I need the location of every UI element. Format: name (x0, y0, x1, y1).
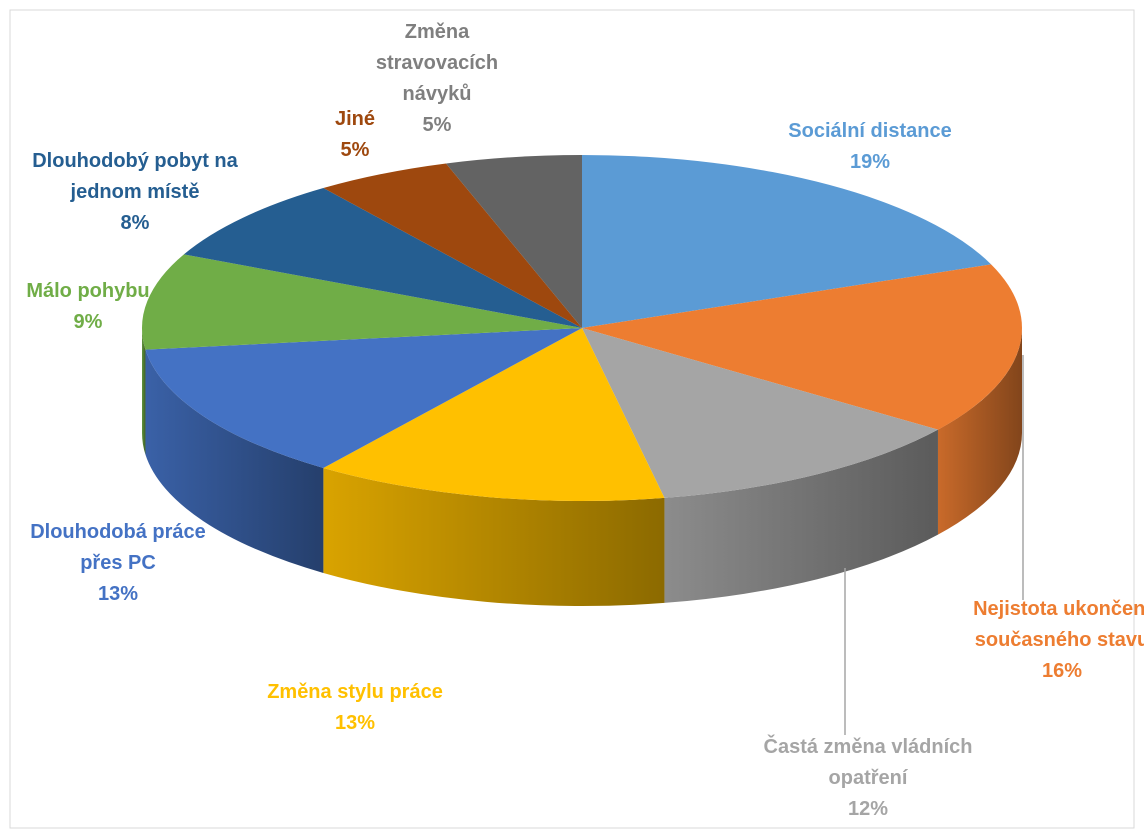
data-label: Častá změna vládních opatření 12% (763, 732, 973, 825)
data-label: Dlouhodobý pobyt na jednom místě 8% (18, 146, 253, 239)
slice (323, 328, 665, 501)
label-category: Nejistota ukončení současného stavu (973, 598, 1144, 651)
label-value: 12% (847, 798, 889, 820)
slice (141, 254, 582, 350)
label-category: Málo pohybu (26, 280, 150, 302)
data-label: Změna stravovacích návyků 5% (362, 17, 512, 141)
label-category: Změna stylu práce (267, 681, 443, 703)
label-category: Změna stravovacích návyků (375, 21, 499, 105)
data-label: Jiné 5% (325, 104, 385, 166)
slice-side (145, 349, 324, 573)
slice-side (937, 328, 1022, 535)
slice (582, 328, 938, 498)
label-value: 5% (422, 114, 452, 136)
pie (141, 155, 1022, 606)
slice (183, 188, 582, 328)
slice (323, 163, 582, 328)
slice (446, 155, 582, 328)
slice-side (323, 467, 665, 606)
label-category: Častá změna vládních opatření (763, 736, 973, 789)
slice-side (142, 328, 146, 455)
label-value: 13% (334, 712, 376, 734)
label-value: 5% (340, 139, 370, 161)
slice (582, 155, 992, 328)
label-category: Dlouhodobý pobyt na jednom místě (32, 150, 238, 203)
label-value: 9% (73, 311, 103, 333)
slice-side (664, 429, 938, 603)
label-category: Dlouhodobá práce přes PC (30, 521, 206, 574)
label-category: Jiné (334, 108, 376, 130)
data-label: Změna stylu práce 13% (235, 677, 475, 739)
label-value: 16% (1041, 660, 1083, 682)
slice (582, 264, 1022, 430)
slice (145, 328, 582, 468)
data-label: Málo pohybu 9% (0, 276, 178, 338)
data-label: Nejistota ukončení současného stavu 16% (942, 594, 1144, 687)
label-value: 19% (849, 151, 891, 173)
data-label: Sociální distance 19% (740, 116, 1000, 178)
data-label: Dlouhodobá práce přes PC 13% (11, 517, 226, 610)
label-value: 8% (120, 212, 150, 234)
label-category: Sociální distance (788, 120, 952, 142)
label-value: 13% (97, 583, 139, 605)
